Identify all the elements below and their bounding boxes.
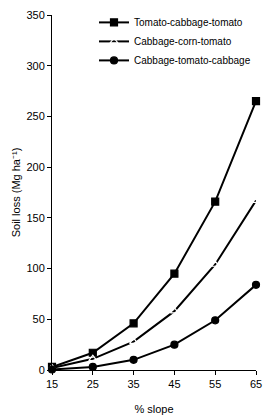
svg-text:35: 35 bbox=[127, 378, 139, 390]
svg-text:350: 350 bbox=[26, 9, 44, 21]
svg-text:25: 25 bbox=[87, 378, 99, 390]
svg-text:Tomato-cabbage-tomato: Tomato-cabbage-tomato bbox=[134, 17, 243, 28]
svg-text:100: 100 bbox=[26, 262, 44, 274]
svg-text:65: 65 bbox=[250, 378, 262, 390]
svg-text:50: 50 bbox=[33, 313, 45, 325]
svg-text:250: 250 bbox=[26, 110, 44, 122]
svg-text:Cabbage-corn-tomato: Cabbage-corn-tomato bbox=[134, 36, 232, 47]
svg-text:% slope: % slope bbox=[134, 403, 173, 415]
svg-text:300: 300 bbox=[26, 60, 44, 72]
svg-text:45: 45 bbox=[168, 378, 180, 390]
svg-text:15: 15 bbox=[46, 378, 58, 390]
svg-text:Soil loss (Mg ha⁻¹): Soil loss (Mg ha⁻¹) bbox=[10, 148, 22, 238]
svg-text:150: 150 bbox=[26, 212, 44, 224]
svg-text:200: 200 bbox=[26, 161, 44, 173]
svg-text:Cabbage-tomato-cabbage: Cabbage-tomato-cabbage bbox=[134, 55, 251, 66]
svg-text:0: 0 bbox=[39, 364, 45, 376]
svg-text:55: 55 bbox=[209, 378, 221, 390]
